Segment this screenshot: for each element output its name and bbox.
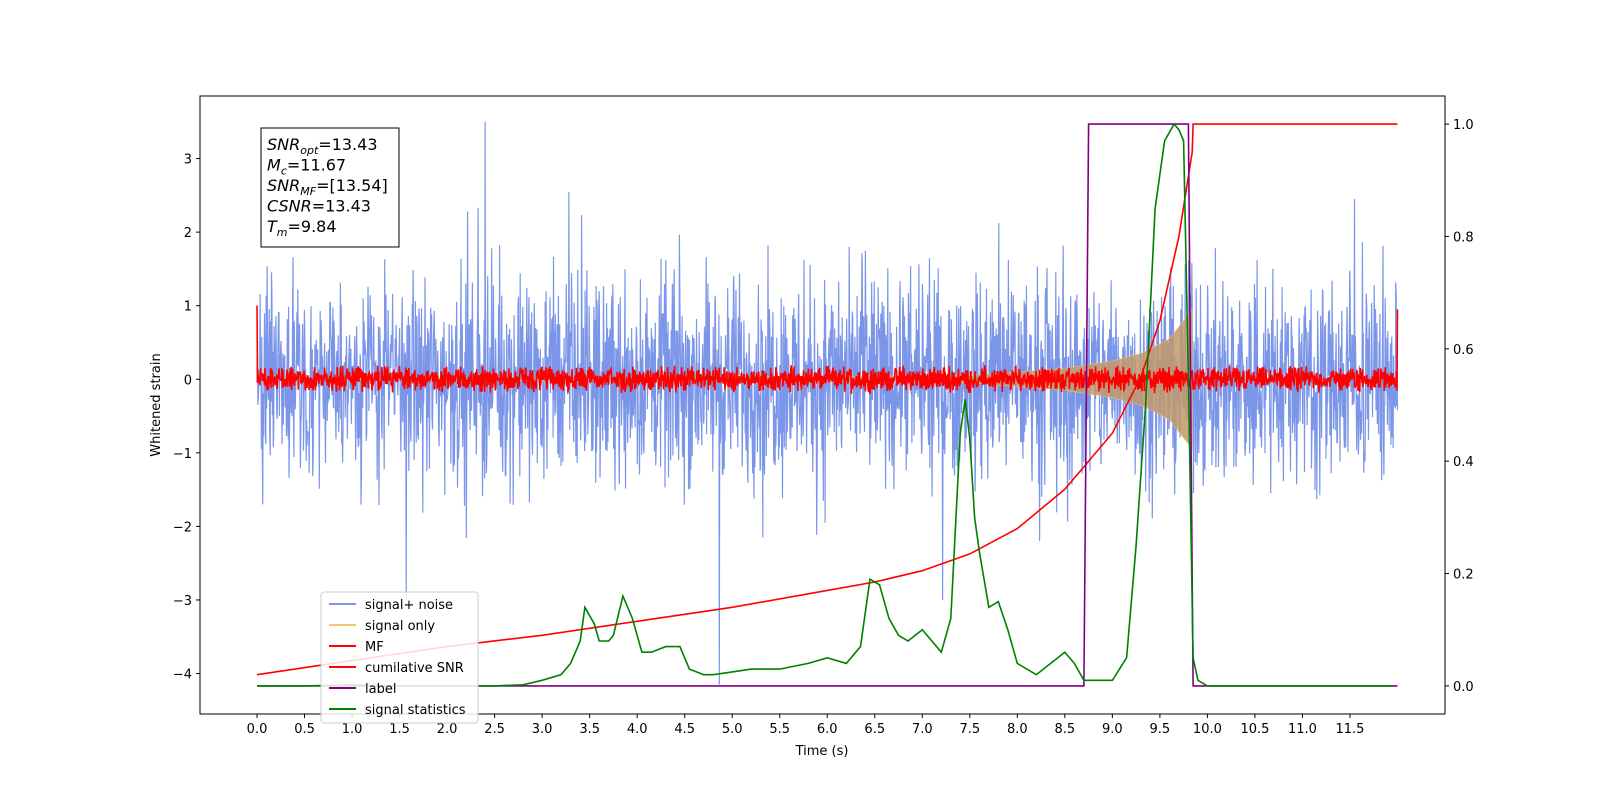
y-axis-left: 3 2 1 0 −1 −2 −3 −4 [173, 153, 200, 683]
y-right-tick-label: 0.2 [1453, 568, 1474, 583]
legend-label: label [365, 682, 396, 697]
plot-frame [199, 95, 1446, 715]
x-tick-label: 2.0 [437, 722, 458, 737]
y-tick-label: 2 [184, 226, 192, 241]
y-right-tick-label: 0.4 [1453, 455, 1474, 470]
legend: signal+ noise signal only MF cumilative SNR… [320, 591, 479, 724]
x-tick-label: 9.0 [1102, 722, 1123, 737]
x-tick-label: 11.0 [1288, 722, 1317, 737]
legend-label: cumilative SNR [365, 661, 464, 676]
x-tick-label: 6.0 [817, 722, 838, 737]
x-tick-label: 1.5 [389, 722, 410, 737]
y-tick-label: −4 [173, 668, 192, 683]
series-mf [256, 305, 1399, 394]
x-tick-label: 7.5 [959, 722, 980, 737]
series-signal-noise [256, 121, 1399, 685]
x-tick-label: 0.5 [294, 722, 315, 737]
legend-label: signal only [365, 619, 435, 634]
y-tick-label: −2 [173, 520, 192, 535]
y-tick-label: 1 [184, 300, 192, 315]
x-tick-label: 3.0 [532, 722, 553, 737]
legend-frame [320, 591, 479, 724]
x-tick-label: 2.5 [484, 722, 505, 737]
series-cumilative-snr [256, 123, 1398, 676]
series-layer [256, 121, 1399, 687]
y-right-tick-label: 1.0 [1453, 118, 1474, 133]
y-axis-label: Whitened strain [149, 353, 164, 456]
x-tick-label: 11.5 [1335, 722, 1364, 737]
y-right-tick-label: 0.6 [1453, 343, 1474, 358]
legend-label: MF [365, 640, 384, 655]
x-tick-label: 10.0 [1193, 722, 1222, 737]
annotation-box: SNRopt=13.43Mc=11.67SNRMF=[13.54]CSNR=13… [260, 127, 400, 248]
x-tick-label: 5.0 [722, 722, 743, 737]
y-tick-label: 0 [184, 373, 192, 388]
y-right-tick-label: 0.8 [1453, 230, 1474, 245]
annotation-line: SNRopt=13.43 [267, 135, 378, 157]
x-tick-label: 4.5 [674, 722, 695, 737]
x-tick-label: 0.0 [247, 722, 268, 737]
y-tick-label: −1 [173, 447, 192, 462]
series-signal-statistics [257, 122, 1393, 687]
x-tick-label: 8.0 [1007, 722, 1028, 737]
y-tick-label: 3 [184, 153, 192, 168]
annotation-line: SNRMF=[13.54] [267, 176, 388, 198]
x-tick-label: 3.5 [579, 722, 600, 737]
y-tick-label: −3 [173, 594, 192, 609]
annotation-line: Mc=11.67 [267, 156, 346, 178]
legend-label: signal statistics [365, 703, 466, 718]
x-tick-label: 1.0 [342, 722, 363, 737]
x-tick-label: 10.5 [1240, 722, 1269, 737]
x-axis-label: Time (s) [795, 744, 849, 759]
x-axis: 0.0 0.5 1.0 1.5 2.0 2.5 3.0 3.5 4.0 4.5 5.0 5.5 6.0 6… [247, 714, 1364, 737]
x-tick-label: 8.5 [1055, 722, 1076, 737]
x-tick-label: 6.5 [864, 722, 885, 737]
y-right-tick-label: 0.0 [1453, 680, 1474, 695]
x-tick-label: 7.0 [912, 722, 933, 737]
annotation-line: CSNR=13.43 [267, 197, 371, 216]
annotation-line: Tm=9.84 [267, 217, 337, 239]
x-tick-label: 4.0 [627, 722, 648, 737]
annotation-frame [260, 127, 400, 248]
x-tick-label: 9.5 [1150, 722, 1171, 737]
y-axis-right: 1.0 0.8 0.6 0.4 0.2 0.0 [1445, 118, 1474, 695]
legend-label: signal+ noise [365, 598, 453, 613]
x-tick-label: 5.5 [769, 722, 790, 737]
